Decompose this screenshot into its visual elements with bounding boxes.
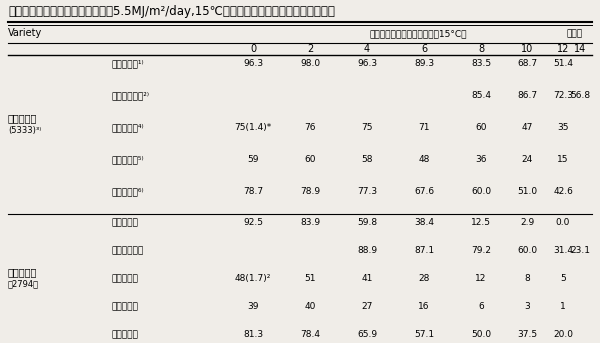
Text: 51.4: 51.4 — [553, 59, 573, 68]
Text: 0: 0 — [250, 44, 256, 54]
Text: 39: 39 — [247, 302, 259, 311]
Text: 42.6: 42.6 — [553, 187, 573, 196]
Text: (5333)³⁾: (5333)³⁾ — [8, 126, 41, 134]
Text: 受粉処理穎花²⁾: 受粉処理穎花²⁾ — [112, 91, 150, 100]
Text: Variety: Variety — [8, 28, 42, 38]
Text: 96.3: 96.3 — [243, 59, 263, 68]
Text: 14: 14 — [574, 44, 586, 54]
Text: （2794）: （2794） — [8, 280, 39, 288]
Text: 87.1: 87.1 — [414, 246, 434, 255]
Text: 60: 60 — [475, 123, 487, 132]
Text: 60: 60 — [304, 155, 316, 164]
Text: 68.7: 68.7 — [517, 59, 537, 68]
Text: 48(1.7)²: 48(1.7)² — [235, 274, 271, 283]
Text: 60.0: 60.0 — [517, 246, 537, 255]
Text: 86.7: 86.7 — [517, 91, 537, 100]
Text: 57.1: 57.1 — [414, 330, 434, 339]
Text: 38.4: 38.4 — [414, 218, 434, 227]
Text: 発芽花粉数: 発芽花粉数 — [112, 302, 139, 311]
Text: 92.5: 92.5 — [243, 218, 263, 227]
Text: 72.3: 72.3 — [553, 91, 573, 100]
Text: 76: 76 — [304, 123, 316, 132]
Text: （日）: （日） — [567, 29, 583, 38]
Text: 98.0: 98.0 — [300, 59, 320, 68]
Text: 20.0: 20.0 — [553, 330, 573, 339]
Text: 発芽花粉数⁵⁾: 発芽花粉数⁵⁾ — [112, 155, 145, 164]
Text: 12: 12 — [557, 44, 569, 54]
Text: 60.0: 60.0 — [471, 187, 491, 196]
Text: 3: 3 — [524, 302, 530, 311]
Text: 56.8: 56.8 — [570, 91, 590, 100]
Text: 16: 16 — [418, 302, 430, 311]
Text: 花粉発芽率⁶⁾: 花粉発芽率⁶⁾ — [112, 187, 145, 196]
Text: 36: 36 — [475, 155, 487, 164]
Text: 12: 12 — [475, 274, 487, 283]
Text: 51.0: 51.0 — [517, 187, 537, 196]
Text: 花粉発芽率: 花粉発芽率 — [112, 330, 139, 339]
Text: 8: 8 — [524, 274, 530, 283]
Text: 41: 41 — [361, 274, 373, 283]
Text: 31.4: 31.4 — [553, 246, 573, 255]
Text: 71: 71 — [418, 123, 430, 132]
Text: 81.3: 81.3 — [243, 330, 263, 339]
Text: 40: 40 — [304, 302, 316, 311]
Text: 59: 59 — [247, 155, 259, 164]
Text: 花　粉　数: 花 粉 数 — [112, 274, 139, 283]
Text: 8: 8 — [478, 44, 484, 54]
Text: 完全米比率¹⁾: 完全米比率¹⁾ — [112, 59, 145, 68]
Text: フジミノリ: フジミノリ — [8, 113, 37, 123]
Text: 1: 1 — [560, 302, 566, 311]
Text: 50.0: 50.0 — [471, 330, 491, 339]
Text: 中生新千本: 中生新千本 — [8, 267, 37, 277]
Text: 83.5: 83.5 — [471, 59, 491, 68]
Text: 96.3: 96.3 — [357, 59, 377, 68]
Text: 48: 48 — [418, 155, 430, 164]
Text: 表１．　出穂後の寡照低温期間（5.5MJ/m²/day,15℃）の長さが受粉と受精に及ぼす影響: 表１． 出穂後の寡照低温期間（5.5MJ/m²/day,15℃）の長さが受粉と受… — [8, 5, 335, 18]
Text: 65.9: 65.9 — [357, 330, 377, 339]
Text: 78.9: 78.9 — [300, 187, 320, 196]
Text: 85.4: 85.4 — [471, 91, 491, 100]
Text: 4: 4 — [364, 44, 370, 54]
Text: 10: 10 — [521, 44, 533, 54]
Text: 12.5: 12.5 — [471, 218, 491, 227]
Text: 78.4: 78.4 — [300, 330, 320, 339]
Text: 59.8: 59.8 — [357, 218, 377, 227]
Text: 6: 6 — [421, 44, 427, 54]
Text: 24: 24 — [521, 155, 533, 164]
Text: 2.9: 2.9 — [520, 218, 534, 227]
Text: 75(1.4)*: 75(1.4)* — [235, 123, 272, 132]
Text: 23.1: 23.1 — [570, 246, 590, 255]
Text: 受粉処理穎花: 受粉処理穎花 — [112, 246, 144, 255]
Text: 15: 15 — [557, 155, 569, 164]
Text: 27: 27 — [361, 302, 373, 311]
Text: 花　粉　数⁴⁾: 花 粉 数⁴⁾ — [112, 123, 145, 132]
Text: 51: 51 — [304, 274, 316, 283]
Text: 5: 5 — [560, 274, 566, 283]
Text: 37.5: 37.5 — [517, 330, 537, 339]
Text: 77.3: 77.3 — [357, 187, 377, 196]
Text: 67.6: 67.6 — [414, 187, 434, 196]
Text: 88.9: 88.9 — [357, 246, 377, 255]
Text: 6: 6 — [478, 302, 484, 311]
Text: 79.2: 79.2 — [471, 246, 491, 255]
Text: 出穂後の寡照冷温処理期間（15°C）: 出穂後の寡照冷温処理期間（15°C） — [369, 29, 467, 38]
Text: 47: 47 — [521, 123, 533, 132]
Text: 89.3: 89.3 — [414, 59, 434, 68]
Text: 35: 35 — [557, 123, 569, 132]
Text: 28: 28 — [418, 274, 430, 283]
Text: 75: 75 — [361, 123, 373, 132]
Text: 78.7: 78.7 — [243, 187, 263, 196]
Text: 完全米比率: 完全米比率 — [112, 218, 139, 227]
Text: 0.0: 0.0 — [556, 218, 570, 227]
Text: 2: 2 — [307, 44, 313, 54]
Text: 58: 58 — [361, 155, 373, 164]
Text: 83.9: 83.9 — [300, 218, 320, 227]
